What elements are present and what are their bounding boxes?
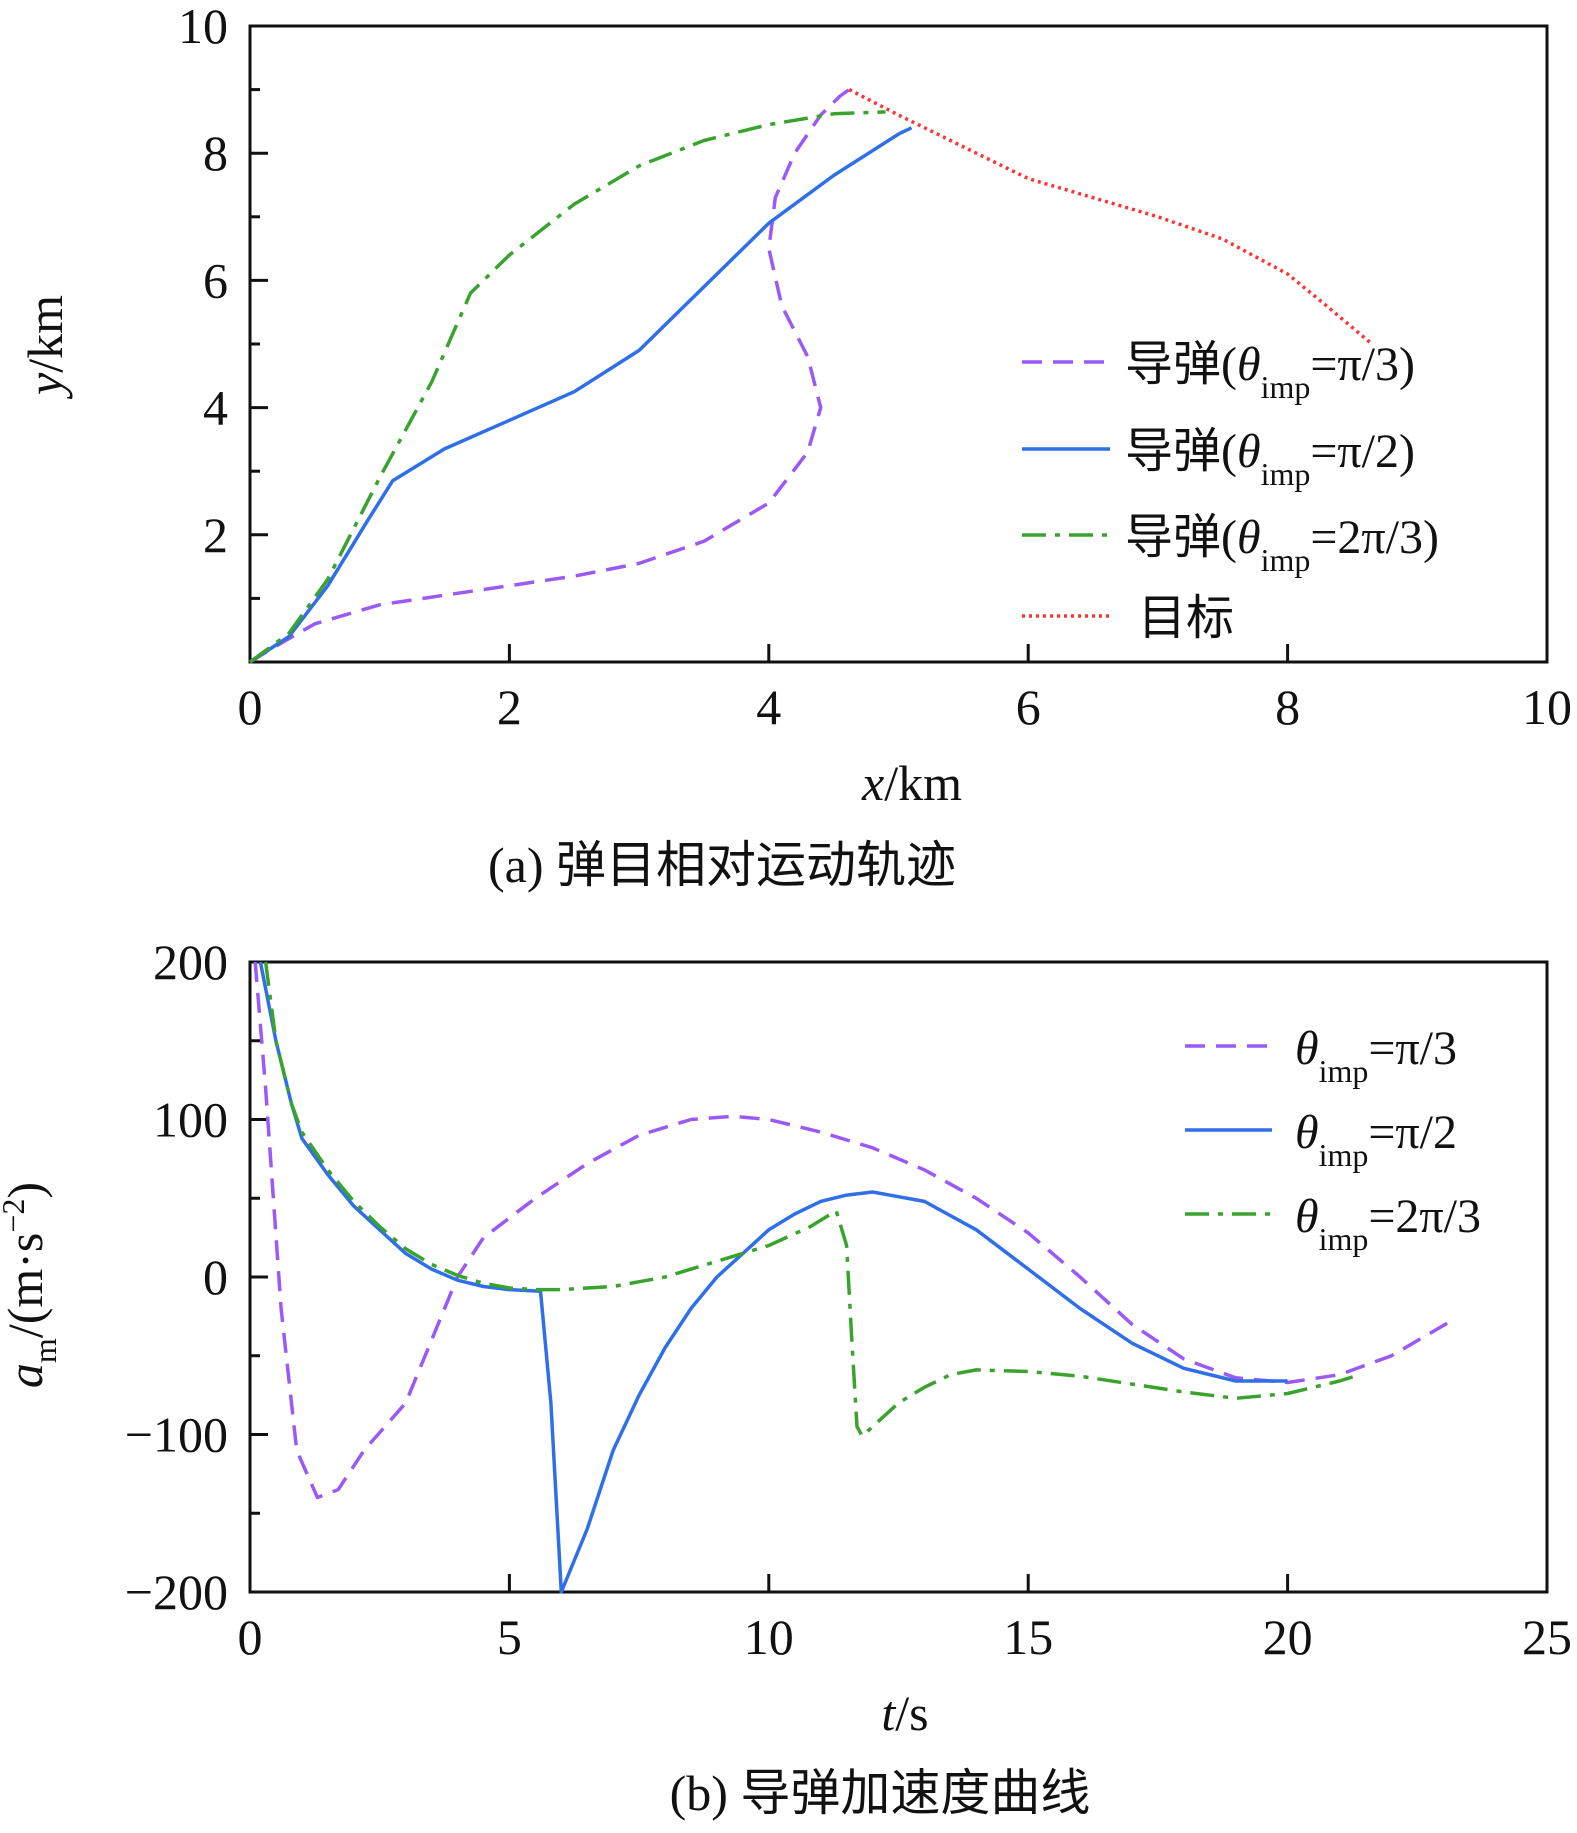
chart-b-x-axis-unit: /s: [895, 1685, 928, 1741]
a-ytick-label: 8: [203, 125, 228, 181]
chart-b-y-axis-label: am/(m·s−2): [0, 1182, 63, 1388]
chart-a-caption: (a) 弹目相对运动轨迹: [488, 837, 956, 893]
a-series-line-pi2: [249, 126, 913, 664]
b-series-line-pi3: [253, 961, 1455, 1500]
a-ytick-label: 4: [203, 380, 228, 436]
chart-a-ticks: [248, 24, 1549, 664]
chart-a-legend-sub-pi2: imp: [1261, 456, 1311, 492]
a-series-line-twopi3: [248, 110, 886, 664]
chart-b-legend-label-pi3: θimp=π/3: [1295, 1022, 1457, 1089]
chart-b-y-axis-var: a: [0, 1363, 53, 1388]
chart-a-legend-theta-pi3: θ: [1237, 338, 1261, 391]
b-series-line-pi2: [258, 961, 1288, 1594]
a-xtick-label: 6: [1016, 679, 1041, 735]
chart-b-legend: θimp=π/3 θimp=π/2 θimp=2π/3: [1185, 1022, 1481, 1257]
a-xtick-label: 8: [1275, 679, 1300, 735]
a-xtick-label: 0: [238, 679, 263, 735]
chart-b-legend-sub-2pi3: imp: [1319, 1221, 1369, 1257]
chart-a-y-axis-unit: /km: [17, 295, 73, 373]
chart-b-legend-suffix-pi2: =π/2: [1368, 1106, 1457, 1159]
chart-b-legend-theta-2pi3: θ: [1295, 1190, 1319, 1243]
chart-b-legend-sub-pi3: imp: [1319, 1053, 1369, 1089]
chart-b-y-axis-sup: −2: [0, 1199, 31, 1233]
chart-a-legend-theta-pi2: θ: [1237, 425, 1261, 478]
b-ytick-label: −200: [125, 1564, 228, 1620]
a-xtick-label: 2: [497, 679, 522, 735]
chart-b-tick-labels: −200 −100 0 100 200 0 5 10 15 20 25: [125, 934, 1572, 1665]
chart-a-legend-label-2pi3: 导弹(θimp=2π/3): [1125, 511, 1439, 578]
b-ytick-label: −100: [125, 1407, 228, 1463]
chart-a-tick-labels: 2 4 6 8 10 0 2 4 6 8 10: [178, 0, 1572, 735]
chart-a-x-axis-unit: /km: [884, 755, 962, 811]
b-series-line-twopi3: [263, 961, 1356, 1438]
chart-a-x-axis-var: x: [861, 755, 884, 811]
a-ytick-label: 2: [203, 507, 228, 563]
chart-a-legend-label-target: 目标: [1138, 592, 1234, 645]
b-xtick-label: 20: [1263, 1609, 1313, 1665]
chart-a-legend-theta-2pi3: θ: [1237, 511, 1261, 564]
chart-a-legend-suffix-2pi3: =2π/3): [1310, 511, 1439, 564]
b-ytick-label: 100: [153, 1092, 228, 1148]
b-xtick-label: 15: [1003, 1609, 1053, 1665]
chart-b-ticks: [248, 960, 1549, 1594]
chart-b-legend-theta-pi2: θ: [1295, 1106, 1319, 1159]
chart-b-legend-suffix-pi3: =π/3: [1368, 1022, 1457, 1075]
chart-a-legend-prefix-pi3: 导弹(: [1125, 338, 1237, 391]
chart-a-legend: 导弹(θimp=π/3) 导弹(θimp=π/2) 导弹(θimp=2π/3) …: [1022, 338, 1439, 645]
chart-b-legend-theta-pi3: θ: [1295, 1022, 1319, 1075]
chart-a-legend-label-pi3: 导弹(θimp=π/3): [1125, 338, 1415, 405]
chart-a-y-axis-var: y: [17, 372, 73, 400]
chart-a-legend-sub-pi3: imp: [1261, 369, 1311, 405]
chart-a-x-axis-label: x/km: [861, 755, 962, 811]
b-xtick-label: 10: [744, 1609, 794, 1665]
a-xtick-label: 4: [756, 679, 781, 735]
chart-a-legend-sub-2pi3: imp: [1261, 542, 1311, 578]
a-series-line-pi3: [249, 88, 851, 664]
chart-b-y-axis-sub: m: [27, 1338, 63, 1363]
chart-a-legend-suffix-pi2: =π/2): [1310, 425, 1415, 478]
chart-b-legend-suffix-2pi3: =2π/3: [1368, 1190, 1481, 1243]
chart-b-caption: (b) 导弹加速度曲线: [670, 1765, 1091, 1821]
chart-b-x-axis-label: t/s: [881, 1685, 928, 1741]
chart-a-y-axis-label: y/km: [17, 295, 73, 400]
a-series-line-target: [848, 88, 1374, 346]
b-ytick-label: 0: [203, 1249, 228, 1305]
b-xtick-label: 5: [497, 1609, 522, 1665]
b-ytick-label: 200: [153, 934, 228, 990]
chart-a-legend-prefix-2pi3: 导弹(: [1125, 511, 1237, 564]
chart-b: −200 −100 0 100 200 0 5 10 15 20 25 am/(m·s−2) t/s…: [0, 934, 1572, 1821]
a-ytick-label: 10: [178, 0, 228, 54]
a-ytick-label: 6: [203, 252, 228, 308]
a-xtick-label: 10: [1522, 679, 1572, 735]
chart-b-legend-label-2pi3: θimp=2π/3: [1295, 1190, 1481, 1257]
chart-b-legend-sub-pi2: imp: [1319, 1137, 1369, 1173]
chart-b-x-axis-var: t: [881, 1685, 896, 1741]
chart-a-legend-suffix-pi3: =π/3): [1310, 338, 1415, 391]
chart-a-legend-prefix-pi2: 导弹(: [1125, 425, 1237, 478]
b-xtick-label: 0: [238, 1609, 263, 1665]
chart-a-series: [248, 88, 1374, 664]
chart-b-y-axis-unit: /(m·s: [0, 1233, 53, 1339]
b-xtick-label: 25: [1522, 1609, 1572, 1665]
chart-b-y-axis-close: ): [0, 1182, 53, 1199]
chart-b-legend-label-pi2: θimp=π/2: [1295, 1106, 1457, 1173]
chart-a-legend-label-pi2: 导弹(θimp=π/2): [1125, 425, 1415, 492]
chart-b-series: [253, 961, 1455, 1594]
chart-a: 2 4 6 8 10 0 2 4 6 8 10 y/km x/km (a) 弹目相对运动轨迹 导弹(…: [17, 0, 1572, 893]
